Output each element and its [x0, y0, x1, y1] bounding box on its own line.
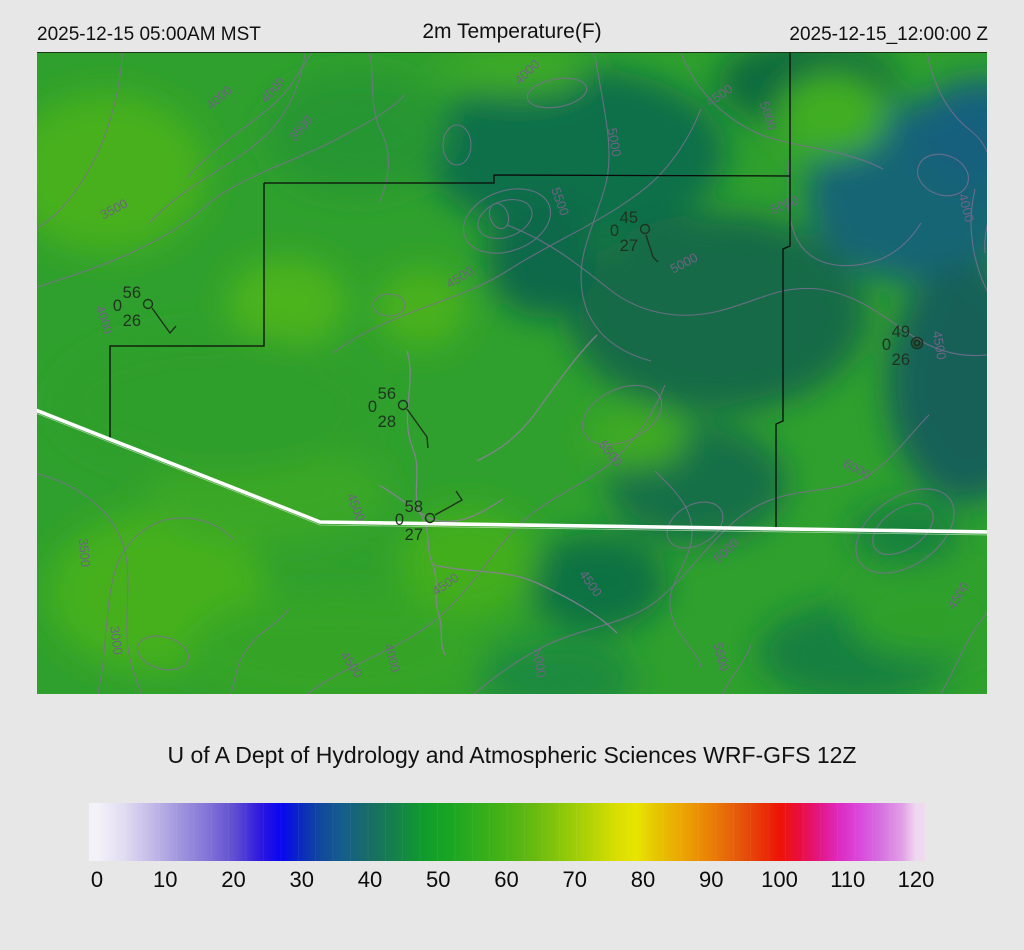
contour-elevation-label: 3500 [76, 538, 93, 568]
colorbar-tick-label: 60 [494, 867, 519, 892]
highway-line [37, 408, 987, 536]
elevation-contours-layer [37, 53, 987, 694]
colorbar-tick-label: 100 [761, 867, 798, 892]
wind-barb [645, 234, 659, 263]
station-cloud-cover: 0 [610, 222, 619, 240]
colorbar-tick-label: 120 [897, 867, 935, 892]
colorbar-tick-label: 40 [357, 867, 383, 892]
contour-elevation-label: 5000 [605, 127, 625, 158]
station-temperature: 56 [123, 284, 141, 302]
contour-elevation-label: 5500 [710, 641, 732, 673]
station-temperature: 49 [892, 323, 910, 341]
colorbar-tick-labels: 0 10 20 30 40 50 60 70 80 90 100 110 120 [89, 867, 934, 893]
station-dewpoint: 28 [378, 413, 396, 431]
map-svg: 4000 400035003500400045004000500045005000… [37, 53, 987, 694]
station-temperature: 56 [378, 385, 396, 403]
station-circle-calm-inner [913, 339, 921, 347]
station-dewpoint: 26 [123, 312, 141, 330]
station-circle [142, 298, 154, 310]
station-cloud-cover: 0 [395, 511, 404, 529]
station-dewpoint: 27 [620, 237, 638, 255]
colorbar-tick-label: 90 [699, 867, 724, 892]
contour-elevation-label: 4000 [381, 642, 403, 674]
station-circle [397, 399, 409, 411]
station-circle [424, 512, 436, 524]
colorbar-tick-label: 80 [630, 867, 656, 892]
colorbar-tick-label: 110 [830, 867, 866, 892]
colorbar-tick-label: 20 [221, 867, 246, 892]
colorbar-gradient [89, 803, 925, 861]
wind-barb [406, 408, 429, 449]
colorbar: 0 10 20 30 40 50 60 70 80 90 100 110 120 [89, 803, 934, 893]
station-dewpoint: 26 [892, 351, 910, 369]
station-cloud-cover: 0 [368, 398, 377, 416]
temperature-shading-layer [37, 53, 987, 694]
contour-elevation-label: 3000 [107, 625, 126, 656]
colorbar-tick-label: 0 [90, 867, 104, 892]
station-cloud-cover: 0 [113, 297, 122, 315]
station-circle-calm [910, 336, 924, 350]
page-title: 2m Temperature(F) [422, 20, 602, 43]
contour-elevation-label: 4500 [930, 330, 950, 361]
station-dewpoint: 27 [405, 526, 423, 544]
colorbar-banding [89, 803, 925, 861]
valid-time-utc-label: 2025-12-15_12:00:00 Z [789, 24, 988, 45]
station-temperature: 45 [620, 209, 638, 227]
county-borders-layer [109, 53, 791, 529]
colorbar-tick-label: 10 [153, 867, 178, 892]
valid-time-local-label: 2025-12-15 05:00AM MST [37, 24, 261, 45]
contour-elevation-label: 4000 [955, 192, 977, 224]
station-circle [639, 223, 651, 235]
contour-elevation-label: 5000 [530, 648, 550, 679]
station-cloud-cover: 0 [882, 336, 891, 354]
river-road-layer [378, 334, 618, 656]
colorbar-tick-label: 50 [426, 867, 451, 892]
colorbar-tick-label: 30 [289, 867, 314, 892]
station-temperature: 58 [405, 498, 423, 516]
temperature-map-canvas: 4000 4000 3500 3500 4000 4500 4000 5000 4500 5000… [37, 52, 987, 694]
wind-barb [434, 490, 464, 516]
colorbar-tick-label: 70 [562, 867, 587, 892]
wind-barb [151, 307, 177, 335]
product-title: U of A Dept of Hydrology and Atmospheric… [167, 742, 857, 768]
